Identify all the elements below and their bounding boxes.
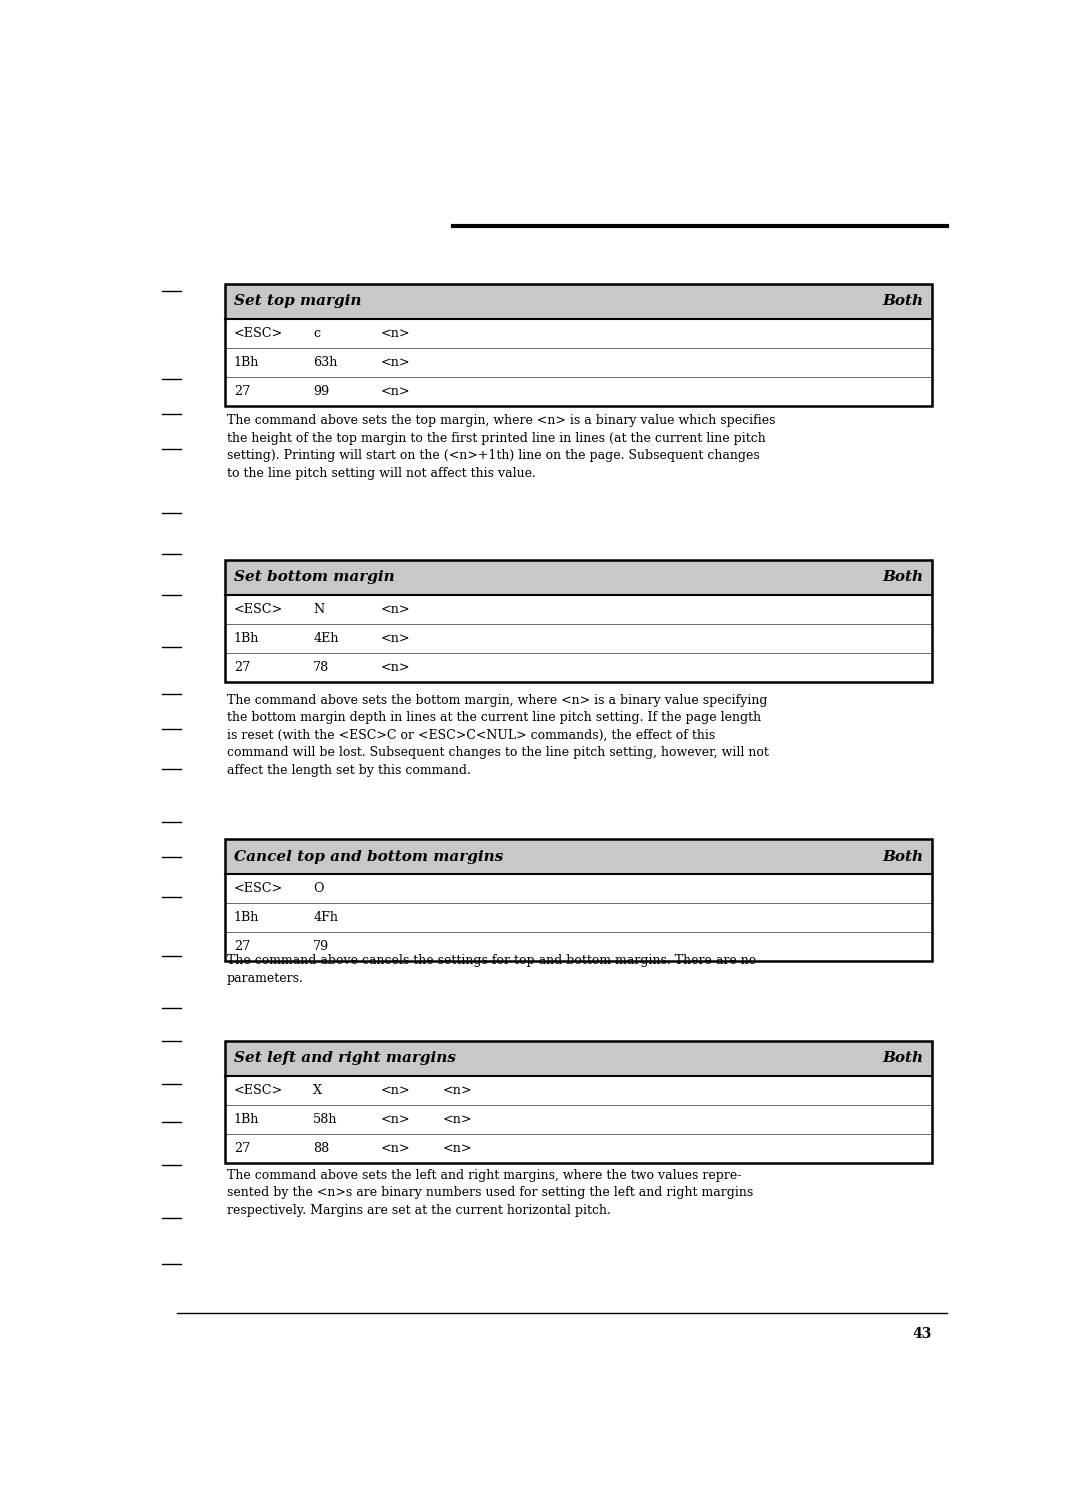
Text: <n>: <n> xyxy=(380,1113,410,1126)
Bar xyxy=(226,624,932,653)
Text: 99: 99 xyxy=(313,386,329,398)
Text: <n>: <n> xyxy=(380,1142,410,1155)
Text: Both: Both xyxy=(882,1051,923,1064)
Bar xyxy=(226,933,932,962)
Text: <n>: <n> xyxy=(380,327,410,340)
Bar xyxy=(226,839,932,962)
Text: The command above sets the left and right margins, where the two values repre-
s: The command above sets the left and righ… xyxy=(227,1169,754,1217)
Text: <n>: <n> xyxy=(380,661,410,674)
Text: 1Bh: 1Bh xyxy=(233,1113,259,1126)
Text: 79: 79 xyxy=(313,940,329,954)
Bar xyxy=(226,903,932,933)
Text: 43: 43 xyxy=(913,1328,932,1341)
Bar xyxy=(226,839,932,874)
Text: 1Bh: 1Bh xyxy=(233,632,259,646)
Text: <ESC>: <ESC> xyxy=(233,603,283,615)
Bar xyxy=(226,1134,932,1163)
Bar xyxy=(226,1075,932,1105)
Text: 4Fh: 4Fh xyxy=(313,912,338,924)
Text: Both: Both xyxy=(882,570,923,584)
Bar xyxy=(226,1040,932,1075)
Text: Cancel top and bottom margins: Cancel top and bottom margins xyxy=(233,850,503,863)
Bar xyxy=(226,348,932,376)
Text: Set bottom margin: Set bottom margin xyxy=(233,570,394,584)
Bar xyxy=(226,376,932,407)
Text: <ESC>: <ESC> xyxy=(233,881,283,895)
Text: 63h: 63h xyxy=(313,355,338,369)
Text: <n>: <n> xyxy=(443,1142,473,1155)
Text: c: c xyxy=(313,327,321,340)
Text: <ESC>: <ESC> xyxy=(233,1084,283,1096)
Bar xyxy=(226,559,932,594)
Bar xyxy=(226,653,932,682)
Text: 78: 78 xyxy=(313,661,329,674)
Text: <n>: <n> xyxy=(380,632,410,646)
Bar xyxy=(226,874,932,903)
Text: The command above sets the top margin, where <n> is a binary value which specifi: The command above sets the top margin, w… xyxy=(227,414,775,479)
Text: 27: 27 xyxy=(233,386,249,398)
Text: <ESC>: <ESC> xyxy=(233,327,283,340)
Text: 88: 88 xyxy=(313,1142,329,1155)
Text: <n>: <n> xyxy=(443,1113,473,1126)
Text: 1Bh: 1Bh xyxy=(233,355,259,369)
Text: 27: 27 xyxy=(233,940,249,954)
Text: 1Bh: 1Bh xyxy=(233,912,259,924)
Bar xyxy=(226,319,932,348)
Text: <n>: <n> xyxy=(380,386,410,398)
Bar xyxy=(226,1105,932,1134)
Bar xyxy=(226,1040,932,1163)
Bar xyxy=(226,284,932,407)
Text: <n>: <n> xyxy=(443,1084,473,1096)
Bar xyxy=(226,284,932,319)
Text: <n>: <n> xyxy=(380,1084,410,1096)
Text: 27: 27 xyxy=(233,661,249,674)
Text: Set top margin: Set top margin xyxy=(233,295,362,308)
Bar xyxy=(226,559,932,682)
Text: Both: Both xyxy=(882,295,923,308)
Text: 27: 27 xyxy=(233,1142,249,1155)
Text: 58h: 58h xyxy=(313,1113,338,1126)
Text: O: O xyxy=(313,881,324,895)
Text: The command above sets the bottom margin, where <n> is a binary value specifying: The command above sets the bottom margin… xyxy=(227,694,769,777)
Text: Both: Both xyxy=(882,850,923,863)
Bar xyxy=(226,594,932,624)
Text: <n>: <n> xyxy=(380,355,410,369)
Text: Set left and right margins: Set left and right margins xyxy=(233,1051,456,1064)
Text: N: N xyxy=(313,603,324,615)
Text: The command above cancels the settings for top and bottom margins. There are no
: The command above cancels the settings f… xyxy=(227,954,756,984)
Text: <n>: <n> xyxy=(380,603,410,615)
Text: X: X xyxy=(313,1084,323,1096)
Text: 4Eh: 4Eh xyxy=(313,632,339,646)
